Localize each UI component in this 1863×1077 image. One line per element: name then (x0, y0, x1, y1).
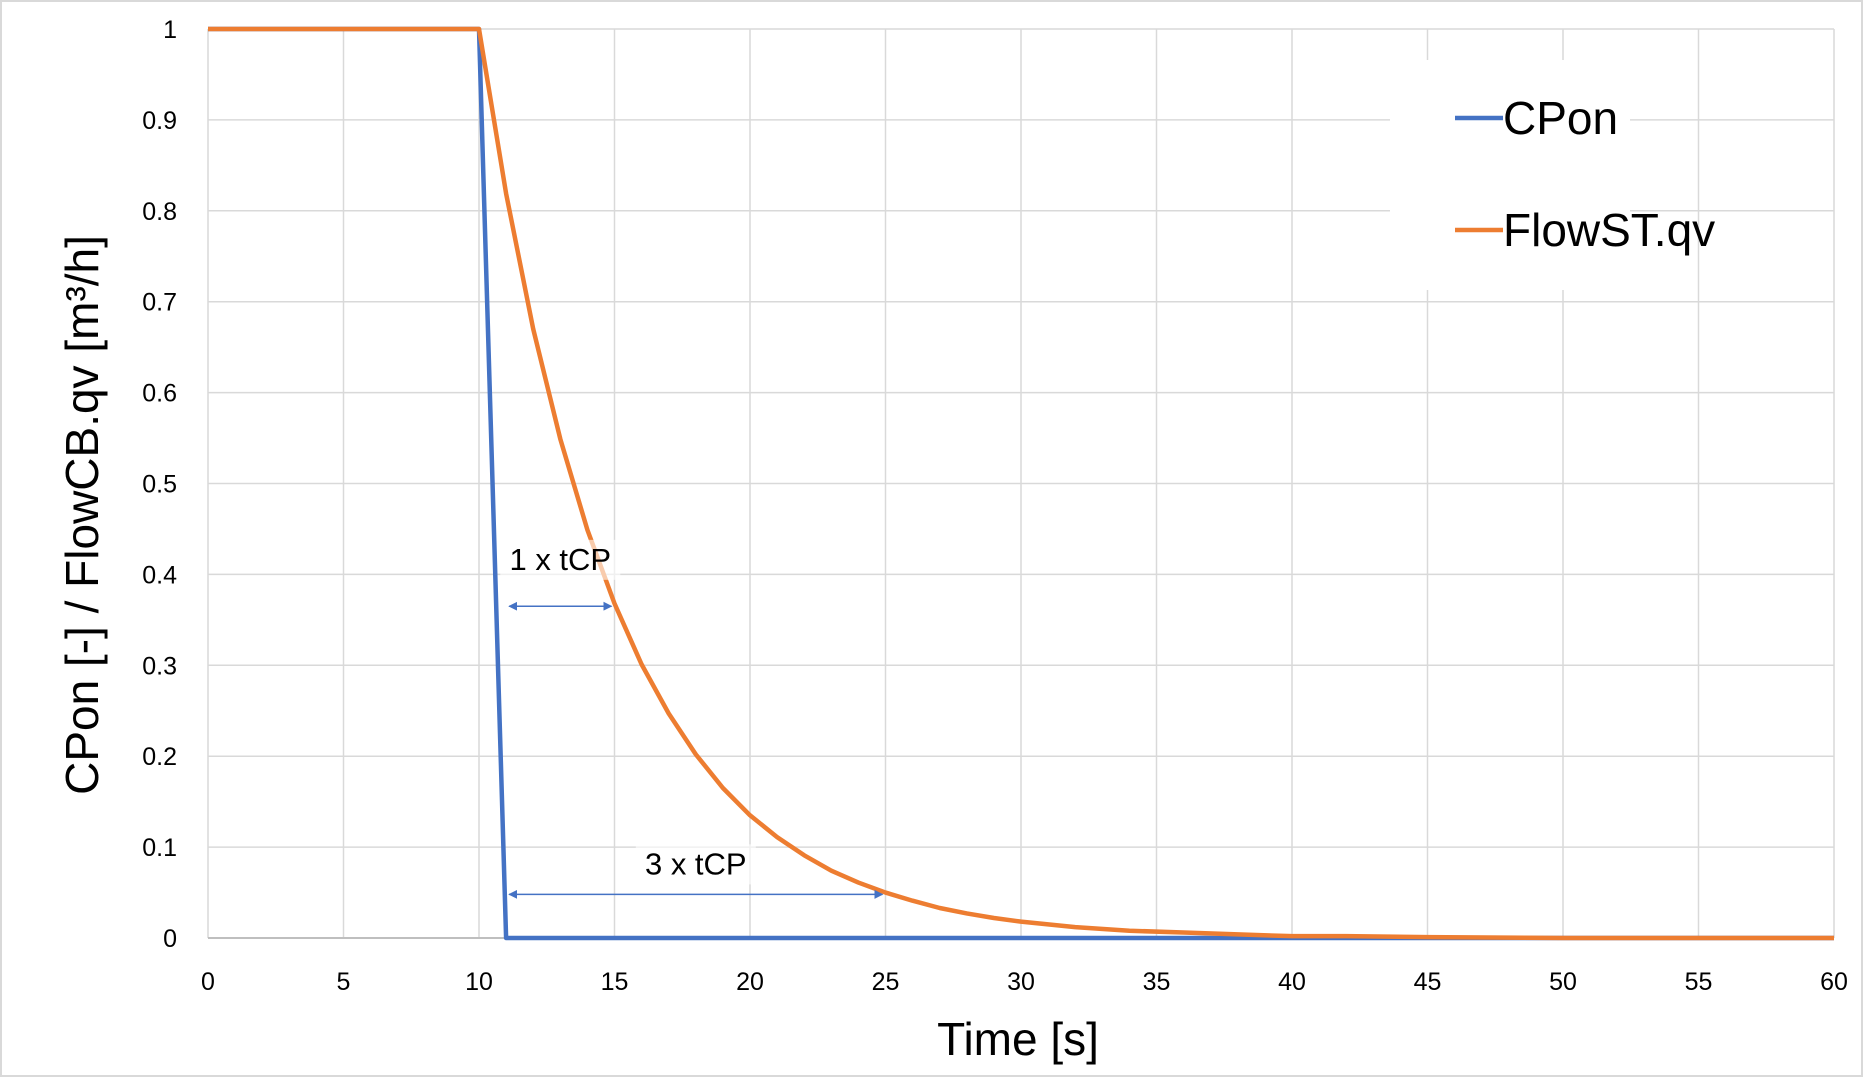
y-tick-label: 0.3 (142, 652, 177, 680)
y-tick-label: 0 (163, 925, 177, 953)
y-tick-label: 0.1 (142, 834, 177, 862)
y-tick-label: 0.8 (142, 198, 177, 226)
y-tick-label: 0.7 (142, 289, 177, 317)
x-tick-label: 55 (1685, 968, 1713, 996)
x-tick-label: 60 (1820, 968, 1848, 996)
legend-label-0: CPon (1503, 92, 1618, 144)
legend-label-1: FlowST.qv (1503, 204, 1715, 256)
y-tick-label: 0.5 (142, 471, 177, 499)
tick-labels: 0 5 10 15 20 25 30 35 40 45 50 55 60 0 0.1 0.2 0.3 0.4 0.5… (142, 16, 1848, 996)
legend-box (1390, 60, 1630, 290)
y-tick-label: 1 (163, 16, 177, 44)
annotation-label-bg-1 (635, 844, 756, 885)
y-axis-title: CPon [-] / FlowCB.qv [m³/h] (56, 235, 108, 795)
x-tick-label: 30 (1007, 968, 1035, 996)
annotation-label-1: 3 x tCP (645, 846, 747, 881)
x-tick-label: 45 (1414, 968, 1442, 996)
x-tick-label: 25 (872, 968, 900, 996)
x-tick-label: 15 (601, 968, 629, 996)
x-tick-label: 5 (337, 968, 351, 996)
x-tick-label: 10 (465, 968, 493, 996)
x-axis-title: Time [s] (937, 1013, 1099, 1065)
y-tick-label: 0.4 (142, 561, 177, 589)
legend: CPon FlowST.qv (1390, 60, 1715, 290)
x-tick-label: 20 (736, 968, 764, 996)
annotations: 1 x tCP 3 x tCP (500, 539, 884, 899)
annotation-label-0: 1 x tCP (509, 542, 611, 577)
y-tick-label: 0.6 (142, 380, 177, 408)
x-tick-label: 50 (1549, 968, 1577, 996)
y-tick-label: 0.9 (142, 107, 177, 135)
x-tick-label: 0 (201, 968, 215, 996)
x-tick-label: 40 (1278, 968, 1306, 996)
y-tick-label: 0.2 (142, 743, 177, 771)
annotation-label-bg-0 (500, 539, 621, 580)
x-tick-label: 35 (1143, 968, 1171, 996)
